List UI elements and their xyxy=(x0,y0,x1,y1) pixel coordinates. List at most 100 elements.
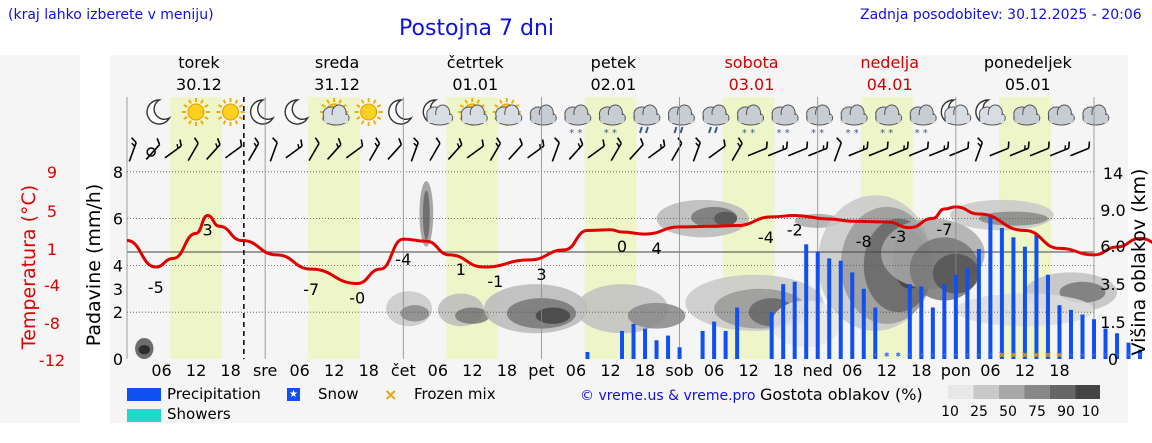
daylight-band xyxy=(170,97,222,359)
svg-text:* *: * * xyxy=(569,128,582,139)
precip-bar xyxy=(620,330,625,359)
wind-barb xyxy=(387,138,403,160)
wind-barb xyxy=(747,141,768,157)
cloudmoon-icon xyxy=(422,99,454,126)
snow-marker: * xyxy=(1115,352,1120,362)
snow-marker: * xyxy=(896,352,901,362)
day-date: 02.01 xyxy=(590,75,636,94)
wind-barb xyxy=(1049,141,1071,157)
wind-barb xyxy=(731,137,743,162)
snow-marker: * xyxy=(965,352,970,362)
snow-legend-icon: ★ xyxy=(287,388,300,401)
temperature-label: -7 xyxy=(303,280,319,299)
moon-icon xyxy=(146,99,172,125)
temperature-label: 3 xyxy=(536,265,546,284)
daylight-band xyxy=(308,97,361,359)
density-tick: 75 xyxy=(1028,404,1046,420)
precip-bar xyxy=(666,335,671,359)
temperature-line xyxy=(126,205,1152,286)
precip-bar xyxy=(1034,234,1039,359)
snowcloud-icon: * * xyxy=(875,104,903,139)
wind-barb xyxy=(587,139,605,159)
temperature-label: -0 xyxy=(349,289,365,308)
day-name: sobota xyxy=(724,53,778,72)
time-tick: 12 xyxy=(738,361,758,380)
precip-bar xyxy=(792,281,797,359)
wind-barb xyxy=(708,139,726,159)
precip-bar xyxy=(965,267,970,359)
precip-bar xyxy=(850,272,855,359)
snow-marker: * xyxy=(1080,352,1085,362)
day-date: 03.01 xyxy=(729,75,775,94)
precip-tick: 0 xyxy=(113,350,123,369)
legend-snow: Snow xyxy=(318,385,359,403)
side-panel xyxy=(0,55,80,423)
wind-barb-row xyxy=(128,137,1091,162)
snow-markers: * * * * * * * * * * * * * * * * * * * * * * * * xyxy=(873,352,1143,362)
cloudsun-icon xyxy=(492,98,523,126)
wind-barb xyxy=(949,141,970,157)
cloud-height-tick: 0 xyxy=(1108,350,1118,369)
last-updated: Zadnja posodobitev: 30.12.2025 - 20:06 xyxy=(860,7,1142,23)
wind-barb xyxy=(1029,141,1050,157)
precip-tick: 4 xyxy=(113,256,123,275)
temperature-label: -3 xyxy=(890,227,906,246)
precipitation-swatch xyxy=(127,388,161,401)
precip-bar xyxy=(942,284,947,359)
precip-bar xyxy=(1022,246,1027,359)
snow-marker: * xyxy=(1126,352,1131,362)
precip-bar xyxy=(1011,237,1016,359)
location-note-link[interactable]: (kraj lahko izberete v meniju) xyxy=(8,7,214,23)
density-tick: 25 xyxy=(970,404,988,420)
svg-text:* *: * * xyxy=(846,128,859,139)
precip-bar xyxy=(1057,305,1062,359)
wind-barb xyxy=(974,137,984,162)
wind-barb xyxy=(989,141,1010,157)
day-name: torek xyxy=(178,53,220,72)
time-tick: 06 xyxy=(289,361,309,380)
day-date: 30.12 xyxy=(176,75,222,94)
raincloud-icon xyxy=(633,104,661,134)
precip-bar xyxy=(723,330,728,359)
moon-icon xyxy=(388,99,414,125)
snow-marker: * xyxy=(988,352,993,362)
precip-bar xyxy=(677,347,682,359)
raincloud-icon xyxy=(667,104,695,134)
frozen-mix-marker: × xyxy=(1009,350,1017,361)
temperature-tick: -12 xyxy=(39,351,65,370)
sun-icon xyxy=(216,98,245,126)
wind-barb xyxy=(164,139,182,159)
moon-icon xyxy=(249,99,275,125)
day-name: sreda xyxy=(315,53,359,72)
snow-marker: * xyxy=(873,352,878,362)
snow-marker: * xyxy=(919,352,924,362)
time-tick: 18 xyxy=(1049,361,1069,380)
precipitation-bars xyxy=(585,216,1143,359)
wind-barb xyxy=(787,141,809,157)
precip-bar xyxy=(861,288,866,359)
precip-bar xyxy=(735,307,740,359)
cloud-height-axis-title: Višina oblakov (km) xyxy=(1128,168,1150,356)
temperature-label: 1 xyxy=(456,260,466,279)
credit-link[interactable]: © vreme.us & vreme.pro xyxy=(580,388,756,404)
cloudsun-icon xyxy=(320,98,350,126)
wind-barb xyxy=(269,137,278,162)
snow-marker: * xyxy=(908,352,913,362)
temperature-label: -5 xyxy=(148,278,164,297)
temperature-tick: -4 xyxy=(44,276,60,295)
time-tick: 18 xyxy=(359,361,379,380)
wind-barb xyxy=(629,138,644,160)
precip-bar xyxy=(712,321,717,359)
time-tick: sre xyxy=(253,361,277,380)
temperature-label: -7 xyxy=(936,220,952,239)
time-tick: čet xyxy=(391,361,416,380)
wind-barb xyxy=(767,141,789,157)
time-tick: 06 xyxy=(704,361,724,380)
cloudmoon-icon xyxy=(975,99,1006,126)
precip-bar xyxy=(1068,309,1073,359)
cloud-icon xyxy=(1013,104,1041,126)
time-tick: 18 xyxy=(635,361,655,380)
snowcloud-icon: * * xyxy=(840,104,868,139)
snow-marker: * xyxy=(1000,352,1005,362)
